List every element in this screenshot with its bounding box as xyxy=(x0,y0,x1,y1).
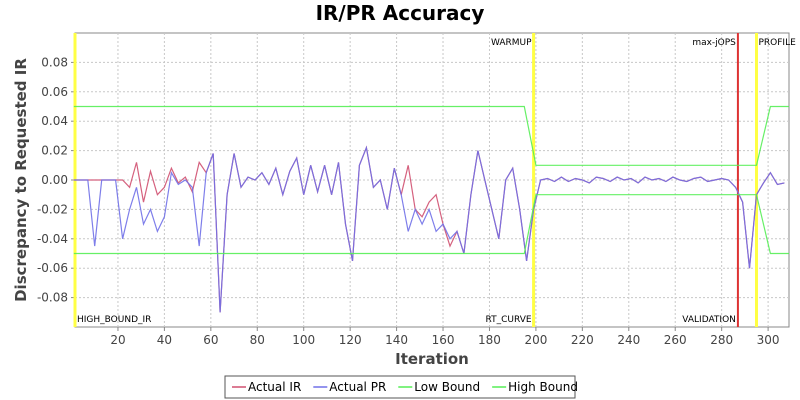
marker-label: PROFILE xyxy=(758,38,796,48)
y-tick-label: -0.08 xyxy=(37,291,68,305)
x-tick-label: 160 xyxy=(432,333,455,347)
y-tick-label: 0.06 xyxy=(41,85,68,99)
x-tick-label: 20 xyxy=(110,333,125,347)
legend-label: High Bound xyxy=(508,380,578,394)
chart-title: IR/PR Accuracy xyxy=(316,1,485,25)
series-line xyxy=(73,105,789,166)
x-tick-label: 140 xyxy=(385,333,408,347)
x-tick-label: 300 xyxy=(757,333,780,347)
series-line xyxy=(73,145,785,313)
marker-label: RT_CURVE xyxy=(486,315,532,325)
x-axis-title: Iteration xyxy=(395,350,469,368)
y-tick-label: -0.04 xyxy=(37,232,68,246)
legend-label: Actual PR xyxy=(329,380,386,394)
x-tick-label: 180 xyxy=(478,333,501,347)
y-tick-label: 0.04 xyxy=(41,114,68,128)
x-tick-label: 220 xyxy=(571,333,594,347)
y-tick-label: -0.02 xyxy=(37,202,68,216)
marker-label: max-jOPS xyxy=(692,38,736,48)
marker-label: VALIDATION xyxy=(682,315,736,325)
x-tick-label: 40 xyxy=(157,333,172,347)
y-tick-label: 0.00 xyxy=(41,173,68,187)
x-tick-label: 60 xyxy=(203,333,218,347)
x-tick-label: 100 xyxy=(292,333,315,347)
x-tick-label: 280 xyxy=(710,333,733,347)
x-tick-label: 200 xyxy=(524,333,547,347)
y-axis-title: Discrepancy to Requested IR xyxy=(12,58,30,302)
series-line xyxy=(73,194,789,255)
legend-label: Low Bound xyxy=(414,380,480,394)
legend-label: Actual IR xyxy=(248,380,301,394)
x-tick-label: 120 xyxy=(339,333,362,347)
y-tick-label: 0.08 xyxy=(41,55,68,69)
marker-label: WARMUP xyxy=(491,38,532,48)
y-tick-label: 0.02 xyxy=(41,144,68,158)
x-tick-label: 260 xyxy=(664,333,687,347)
y-tick-label: -0.06 xyxy=(37,261,68,275)
x-tick-label: 240 xyxy=(617,333,640,347)
marker-label: HIGH_BOUND_IR xyxy=(77,315,151,325)
x-tick-label: 80 xyxy=(250,333,265,347)
